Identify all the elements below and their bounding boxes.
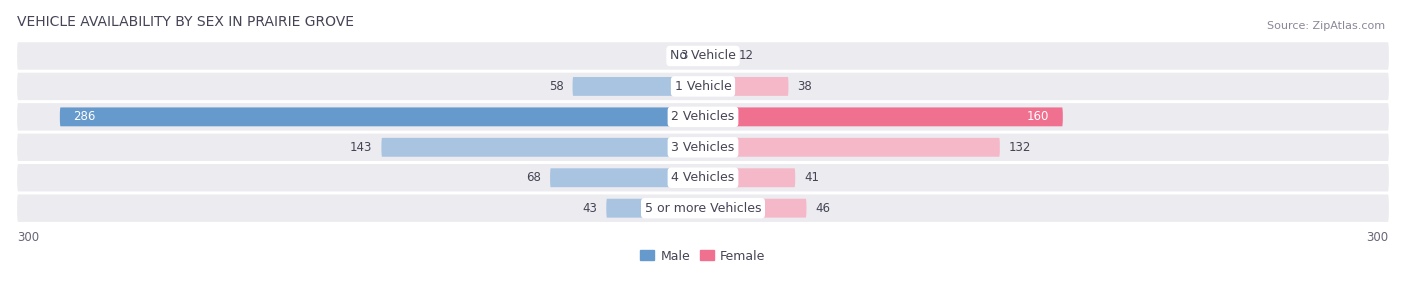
- FancyBboxPatch shape: [60, 107, 703, 126]
- Text: 41: 41: [804, 171, 820, 184]
- Text: 3: 3: [681, 50, 688, 62]
- FancyBboxPatch shape: [572, 77, 703, 96]
- Text: 38: 38: [797, 80, 813, 93]
- FancyBboxPatch shape: [606, 199, 703, 218]
- Text: 160: 160: [1026, 110, 1049, 123]
- Text: Source: ZipAtlas.com: Source: ZipAtlas.com: [1267, 21, 1385, 32]
- Text: 1 Vehicle: 1 Vehicle: [675, 80, 731, 93]
- FancyBboxPatch shape: [17, 164, 1389, 192]
- FancyBboxPatch shape: [550, 168, 703, 187]
- FancyBboxPatch shape: [381, 138, 703, 157]
- Text: 286: 286: [73, 110, 96, 123]
- FancyBboxPatch shape: [703, 77, 789, 96]
- FancyBboxPatch shape: [696, 47, 703, 65]
- FancyBboxPatch shape: [703, 199, 807, 218]
- Text: 143: 143: [350, 141, 373, 154]
- FancyBboxPatch shape: [17, 195, 1389, 222]
- FancyBboxPatch shape: [17, 134, 1389, 161]
- Text: 46: 46: [815, 202, 831, 215]
- Text: 68: 68: [526, 171, 541, 184]
- Text: 4 Vehicles: 4 Vehicles: [672, 171, 734, 184]
- FancyBboxPatch shape: [703, 107, 1063, 126]
- FancyBboxPatch shape: [17, 73, 1389, 100]
- Text: 5 or more Vehicles: 5 or more Vehicles: [645, 202, 761, 215]
- FancyBboxPatch shape: [703, 138, 1000, 157]
- Text: VEHICLE AVAILABILITY BY SEX IN PRAIRIE GROVE: VEHICLE AVAILABILITY BY SEX IN PRAIRIE G…: [17, 15, 354, 29]
- Text: 58: 58: [548, 80, 564, 93]
- Text: 2 Vehicles: 2 Vehicles: [672, 110, 734, 123]
- Text: 132: 132: [1010, 141, 1031, 154]
- Text: 3 Vehicles: 3 Vehicles: [672, 141, 734, 154]
- Text: No Vehicle: No Vehicle: [671, 50, 735, 62]
- FancyBboxPatch shape: [17, 103, 1389, 131]
- Legend: Male, Female: Male, Female: [641, 250, 765, 263]
- Text: 12: 12: [740, 50, 754, 62]
- FancyBboxPatch shape: [17, 42, 1389, 70]
- FancyBboxPatch shape: [703, 47, 730, 65]
- Text: 43: 43: [582, 202, 598, 215]
- FancyBboxPatch shape: [703, 168, 796, 187]
